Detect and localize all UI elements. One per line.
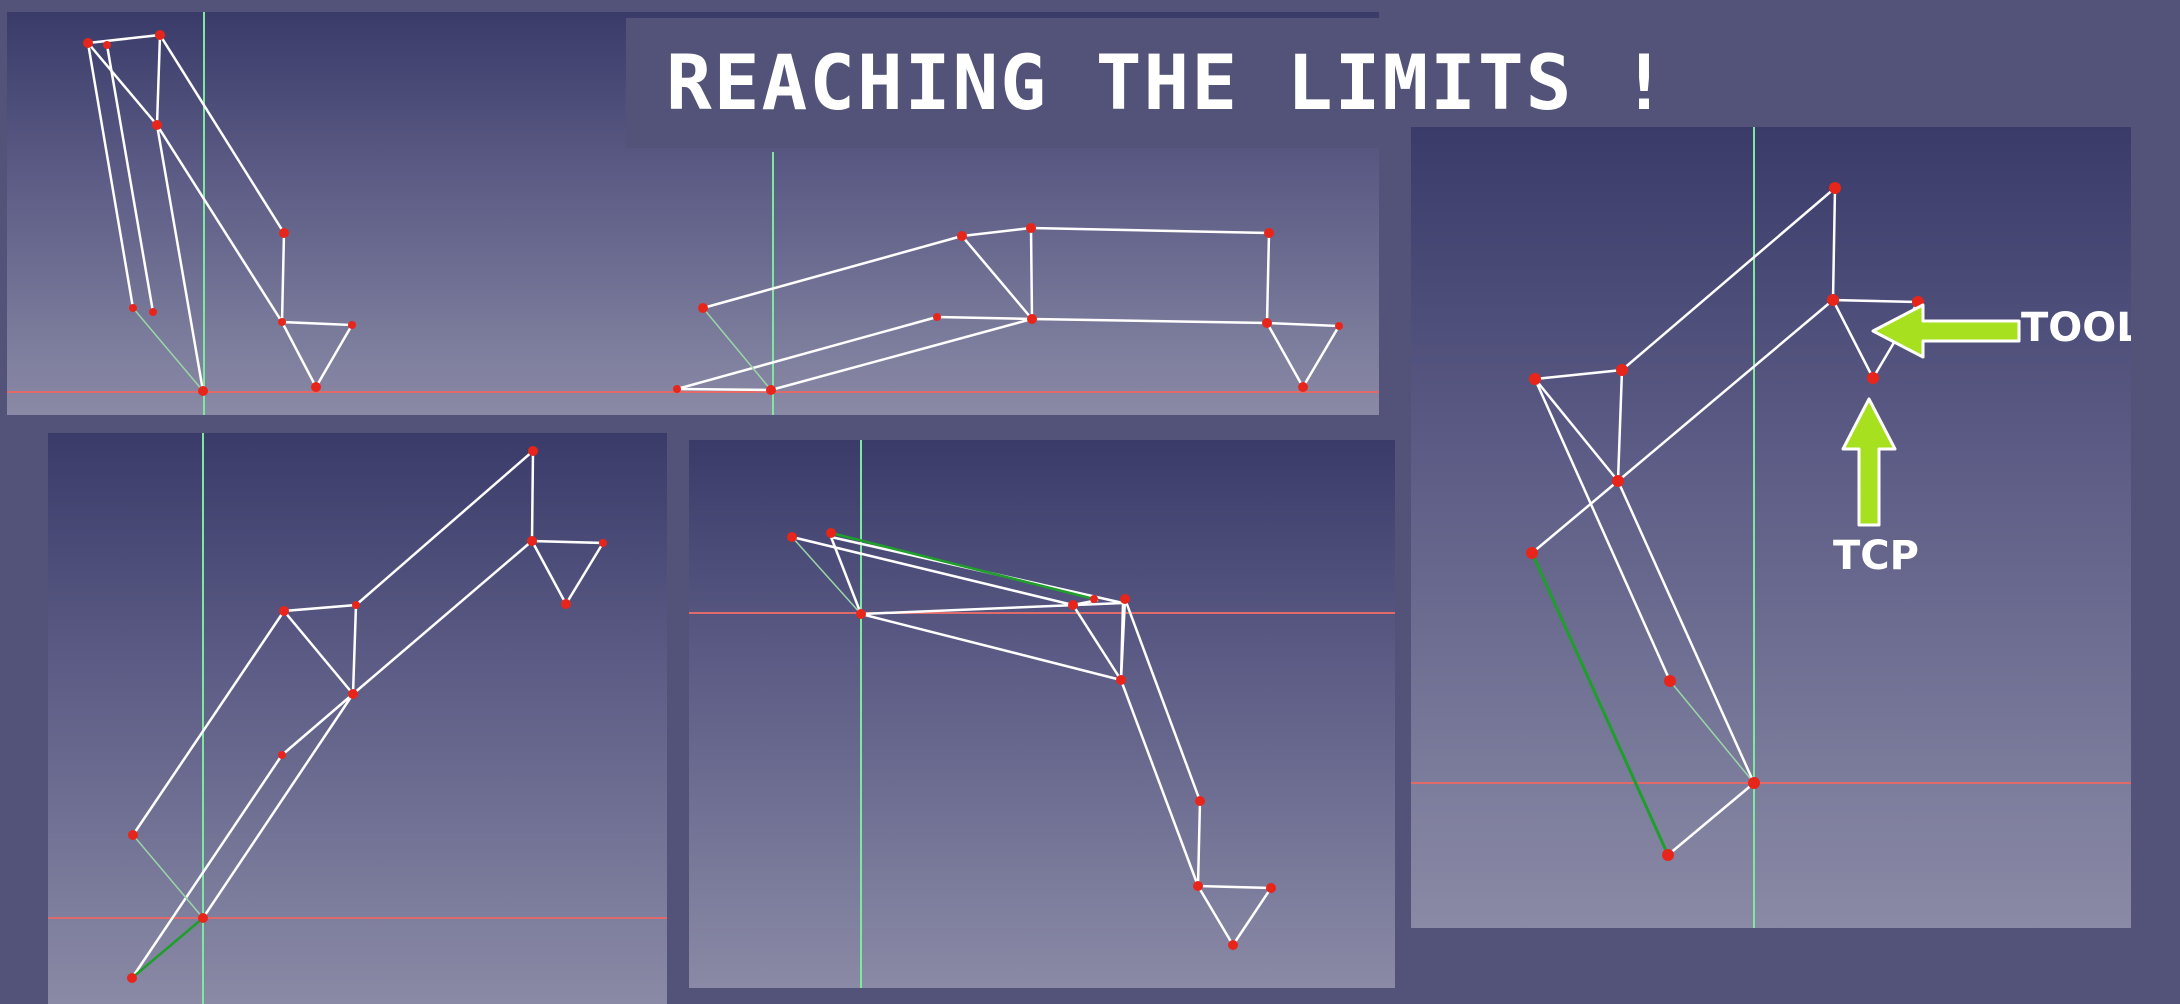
arrow-left-icon [1871, 303, 2021, 359]
right-linkage [1411, 127, 2131, 928]
top-left-linkage [7, 12, 1379, 415]
bottom-middle-view [689, 440, 1395, 988]
page-title: REACHING THE LIMITS ! [666, 38, 1669, 127]
right-view: TOOL TCP [1411, 127, 2131, 928]
title-box: REACHING THE LIMITS ! [626, 18, 1667, 148]
arrow-up-icon [1841, 397, 1897, 527]
bottom-left-view [48, 433, 667, 1004]
bottom-left-linkage [48, 433, 667, 1004]
tool-label: TOOL [2021, 305, 2131, 351]
tcp-label: TCP [1833, 533, 1919, 579]
bottom-middle-linkage [689, 440, 1395, 988]
